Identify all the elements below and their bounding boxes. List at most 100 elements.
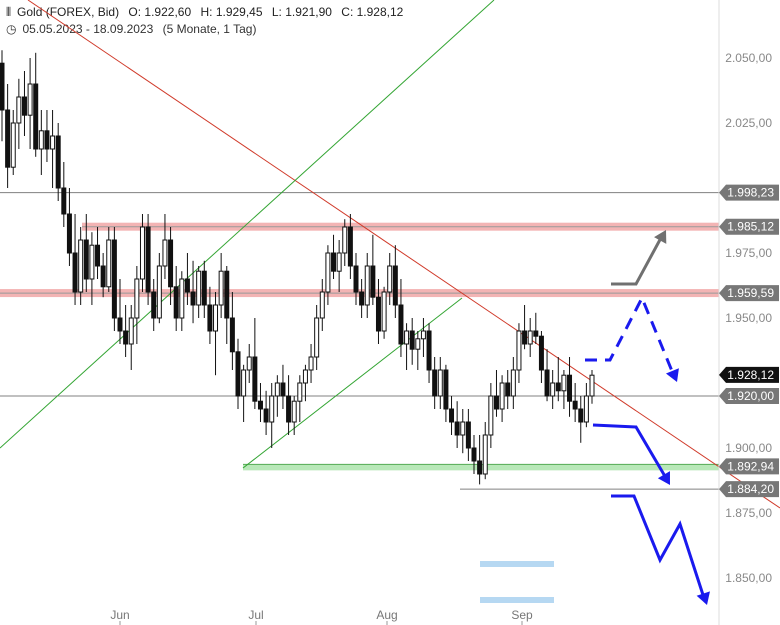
candle-body bbox=[5, 109, 11, 168]
candle-body bbox=[325, 252, 331, 293]
candle-body bbox=[465, 421, 471, 449]
candle-body bbox=[426, 330, 432, 371]
x-tick-label: Jun bbox=[110, 608, 129, 622]
high-value: H: 1.929,45 bbox=[200, 5, 263, 19]
candle-body bbox=[471, 447, 477, 462]
price-level-badge bbox=[719, 481, 779, 498]
bearish-arrow-1-head bbox=[657, 471, 670, 485]
candle-body bbox=[381, 291, 387, 332]
candle-body bbox=[567, 374, 573, 402]
candle-body bbox=[550, 382, 556, 397]
candle-body bbox=[89, 244, 95, 280]
candle-body bbox=[347, 226, 353, 267]
candle-body bbox=[359, 291, 365, 306]
candle-body bbox=[533, 330, 539, 337]
candle-body bbox=[235, 351, 241, 397]
candle-body bbox=[0, 62, 5, 111]
price-level-badge bbox=[719, 366, 779, 383]
candle-body bbox=[420, 330, 426, 340]
candle-body bbox=[72, 252, 78, 293]
candle-body bbox=[156, 265, 162, 319]
candle-body bbox=[302, 369, 308, 384]
candle-body bbox=[241, 369, 247, 397]
candle-body bbox=[499, 382, 505, 410]
bearish-arrow-2 bbox=[611, 494, 706, 599]
candle-body bbox=[44, 130, 50, 150]
y-tick-label: 2.050,00 bbox=[725, 51, 772, 65]
y-tick-label: 1.975,00 bbox=[725, 246, 772, 260]
candle-body bbox=[370, 265, 376, 298]
trendlines-layer bbox=[0, 0, 780, 509]
y-tick-label: 2.025,00 bbox=[725, 116, 772, 130]
candle-body bbox=[100, 265, 106, 288]
price-level-badge bbox=[719, 388, 779, 404]
candle-body bbox=[168, 239, 174, 288]
candle-body bbox=[21, 96, 27, 116]
uptrend-line-long bbox=[0, 0, 495, 449]
candle-body bbox=[297, 382, 303, 402]
candle-body bbox=[404, 330, 410, 345]
candle-body bbox=[516, 330, 522, 371]
price-level-label: 1.998,23 bbox=[727, 186, 774, 200]
price-level-badge bbox=[719, 218, 779, 235]
candle-body bbox=[83, 239, 89, 280]
candle-body bbox=[139, 226, 145, 280]
candle-body bbox=[213, 304, 219, 332]
price-level-label: 1.985,12 bbox=[727, 220, 774, 234]
marker-bar bbox=[480, 561, 554, 567]
candle-body bbox=[527, 330, 533, 345]
bearish-dashed-arrow-head bbox=[665, 368, 679, 382]
candle-body bbox=[488, 395, 494, 436]
candle-body bbox=[583, 395, 589, 423]
candle-body bbox=[449, 408, 455, 423]
candle-body bbox=[173, 286, 179, 319]
y-tick-label: 1.850,00 bbox=[725, 571, 772, 585]
candle-body bbox=[589, 374, 595, 397]
instrument-name: Gold (FOREX, Bid) bbox=[17, 5, 120, 19]
chart-header-line2: ◷ 05.05.2023 - 18.09.2023 (5 Monate, 1 Ta… bbox=[6, 22, 262, 36]
candle-body bbox=[460, 421, 466, 436]
candle-body bbox=[218, 270, 224, 306]
candle-body bbox=[409, 330, 415, 350]
candle-body bbox=[263, 408, 269, 423]
bearish-dashed-arrow bbox=[585, 294, 676, 377]
candle-body bbox=[286, 395, 292, 423]
y-tick-label: 1.950,00 bbox=[725, 311, 772, 325]
candle-body bbox=[493, 395, 499, 410]
candle-body bbox=[353, 265, 359, 293]
chart-header-line1: ⫴ Gold (FOREX, Bid) O: 1.922,60 H: 1.929,… bbox=[6, 5, 409, 20]
candle-body bbox=[415, 338, 421, 350]
candle-body bbox=[342, 226, 348, 254]
close-value: C: 1.928,12 bbox=[341, 5, 404, 19]
candle-body bbox=[55, 135, 61, 189]
candle-body bbox=[308, 356, 314, 371]
open-value: O: 1.922,60 bbox=[128, 5, 192, 19]
marker-bar bbox=[480, 597, 554, 603]
candle-body bbox=[510, 369, 516, 397]
candle-body bbox=[61, 187, 67, 215]
chart-type-icon[interactable]: ⫴ bbox=[6, 5, 12, 19]
price-level-badge bbox=[719, 285, 779, 302]
candle-body bbox=[66, 213, 72, 254]
price-level-label: 1.959,59 bbox=[727, 286, 774, 300]
candle-body bbox=[10, 122, 16, 168]
uptrend-line-short bbox=[242, 297, 463, 469]
candle-body bbox=[246, 356, 252, 371]
price-level-label: 1.920,00 bbox=[727, 389, 774, 403]
candle-body bbox=[190, 291, 196, 306]
candle-body bbox=[280, 382, 286, 397]
candle-body bbox=[454, 421, 460, 436]
x-tick-label: Sep bbox=[511, 608, 533, 622]
candle-body bbox=[33, 83, 39, 150]
candle-body bbox=[229, 317, 235, 353]
price-level-label: 1.928,12 bbox=[727, 368, 774, 382]
candle-body bbox=[128, 317, 134, 345]
candle-body bbox=[78, 239, 84, 293]
candle-body bbox=[572, 400, 578, 410]
candle-body bbox=[16, 96, 22, 124]
candle-body bbox=[482, 434, 488, 475]
candle-body bbox=[331, 252, 337, 272]
candle-body bbox=[398, 304, 404, 345]
bullish-arrow bbox=[611, 235, 664, 286]
